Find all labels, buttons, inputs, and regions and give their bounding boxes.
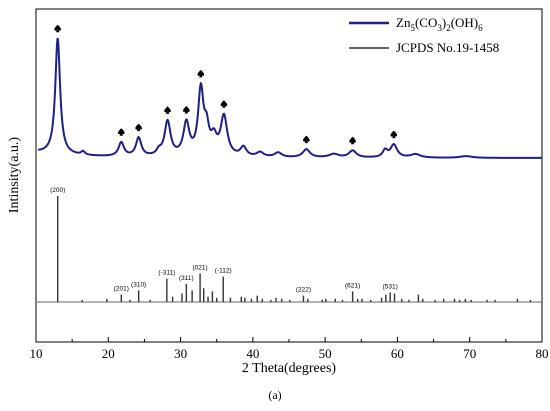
peak-marker: [54, 24, 62, 33]
peak-marker: [197, 69, 205, 78]
x-tick-label: 10: [30, 346, 43, 361]
peak-marker-layer: [54, 24, 398, 145]
hkl-label: (-112): [215, 268, 232, 275]
legend-sample-formula: Zn5(CO3)2(OH)6: [396, 15, 483, 33]
x-tick-label: 70: [463, 346, 476, 361]
hkl-label: (311): [179, 275, 194, 282]
legend-reference-label: JCPDS No.19-1458: [396, 40, 499, 55]
peak-marker: [183, 105, 190, 114]
pattern-layer: [38, 38, 542, 159]
hkl-label: (621): [345, 282, 360, 289]
x-tick-label: 80: [536, 346, 549, 361]
hkl-label: (531): [383, 283, 398, 290]
peak-marker: [220, 100, 228, 108]
pattern-series-line: [38, 38, 542, 159]
peak-marker: [303, 135, 310, 144]
figure-caption: (a): [268, 388, 282, 402]
x-axis: 10 20 30 40 50 60 70 80: [30, 337, 549, 361]
hkl-label: (310): [131, 281, 146, 288]
hkl-label: (-311): [158, 270, 175, 277]
y-axis-label: Intinsity(a.u.): [7, 137, 22, 214]
peak-marker: [135, 123, 142, 132]
legend: Zn5(CO3)2(OH)6 JCPDS No.19-1458: [349, 15, 499, 55]
hkl-label: (200): [50, 187, 65, 194]
x-tick-label: 30: [174, 346, 187, 361]
peak-marker: [349, 136, 356, 145]
hkl-label: (222): [296, 287, 311, 294]
x-tick-label: 50: [319, 346, 332, 361]
x-tick-label: 60: [391, 346, 404, 361]
hkl-label: (021): [192, 264, 207, 271]
plot-frame: [35, 8, 543, 343]
peak-marker: [390, 130, 398, 139]
x-tick-label: 40: [246, 346, 259, 361]
peak-marker: [164, 106, 171, 114]
reference-layer: (200) (201)(310) (-311) (311) (021) (-112) (22…: [37, 187, 541, 303]
x-tick-label: 20: [102, 346, 115, 361]
x-axis-label: 2 Theta(degrees): [242, 361, 337, 376]
peak-marker: [117, 128, 125, 136]
hkl-label: (201): [114, 286, 129, 293]
